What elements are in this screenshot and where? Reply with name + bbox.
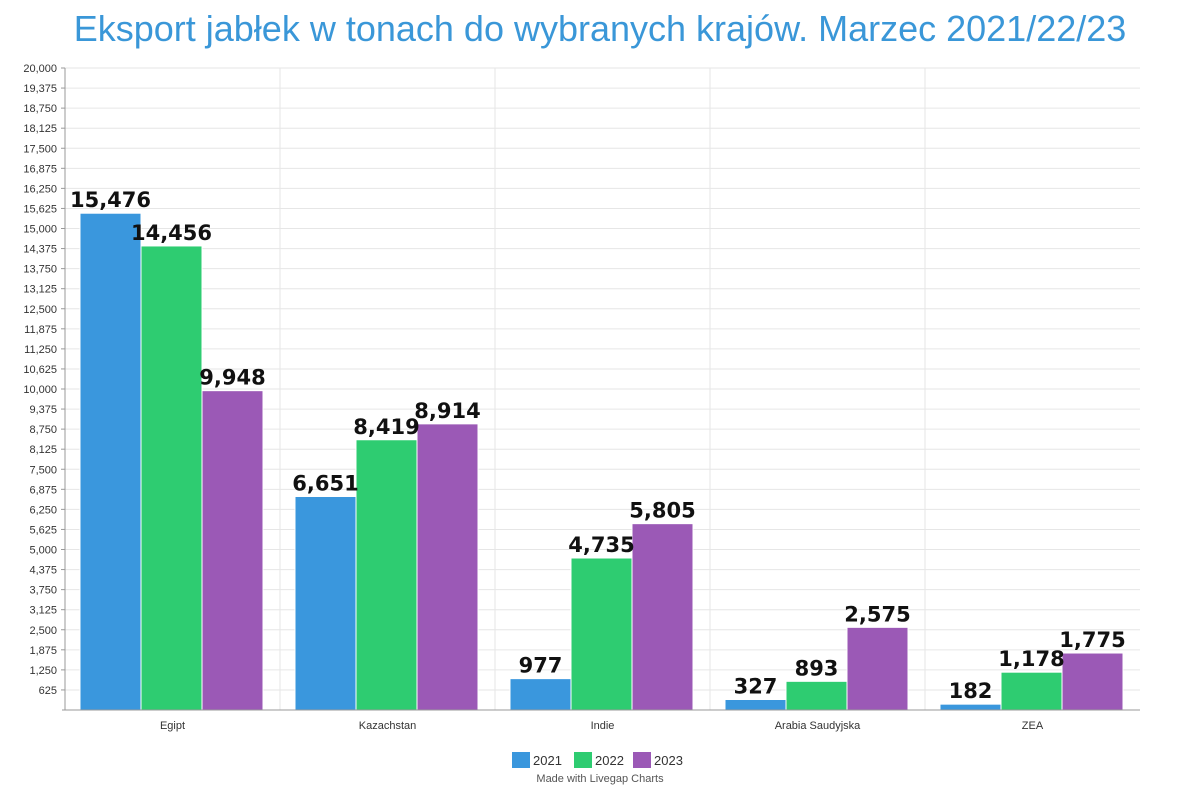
bar-2023-indie[interactable] [631, 523, 694, 711]
bar-2023-egipt[interactable] [201, 390, 264, 711]
chart-title: Eksport jabłek w tonach do wybranych kra… [73, 8, 1127, 49]
value-label: 2,575 [844, 602, 910, 626]
y-axis-ticks: 625 1,250 1,875 2,500 3,125 3,750 4,375 5,000 5,… [23, 63, 65, 697]
value-label: 9,948 [199, 366, 265, 390]
value-label: 977 [519, 654, 563, 678]
y-tick-label: 2,500 [29, 625, 57, 637]
bar-2021-egipt[interactable] [79, 212, 142, 711]
bar-2023-kazachstan[interactable] [416, 423, 479, 711]
bar-2021-indie[interactable] [509, 678, 572, 711]
value-label: 893 [795, 656, 839, 680]
value-label: 8,914 [414, 399, 480, 423]
y-tick-label: 11,875 [24, 324, 57, 336]
y-tick-label: 1,250 [29, 665, 57, 677]
value-label: 5,805 [629, 499, 695, 523]
y-tick-label: 20,000 [23, 63, 57, 75]
value-label: 327 [734, 675, 778, 699]
legend-label-2023[interactable]: 2023 [654, 753, 683, 768]
bar-2022-kazachstan[interactable] [355, 439, 418, 711]
y-tick-label: 18,750 [23, 103, 57, 115]
credit-text: Made with Livegap Charts [536, 773, 664, 785]
bar-2022-arabia-saudyjska[interactable] [785, 680, 848, 711]
y-tick-label: 3,125 [29, 605, 57, 617]
category-labels: Egipt Kazachstan Indie Arabia Saudyjska ZEA [160, 720, 1044, 732]
y-tick-label: 11,250 [24, 344, 57, 356]
value-label: 15,476 [70, 188, 151, 212]
y-tick-label: 18,125 [23, 123, 57, 135]
y-tick-label: 8,750 [29, 424, 57, 436]
y-tick-label: 8,125 [29, 444, 57, 456]
y-tick-label: 15,625 [23, 203, 57, 215]
legend-label-2022[interactable]: 2022 [595, 753, 624, 768]
legend-swatch-2022[interactable] [574, 752, 592, 768]
y-tick-label: 6,250 [29, 504, 57, 516]
y-tick-label: 1,875 [29, 645, 57, 657]
value-label: 8,419 [353, 415, 419, 439]
y-tick-label: 19,375 [23, 83, 57, 95]
y-tick-label: 625 [39, 685, 57, 697]
bar-2023-arabia-saudyjska[interactable] [846, 626, 909, 711]
y-tick-label: 3,750 [29, 585, 57, 597]
y-tick-label: 15,000 [23, 224, 57, 236]
bar-2021-kazachstan[interactable] [294, 496, 357, 711]
y-tick-label: 17,500 [23, 143, 57, 155]
x-tick-label: ZEA [1022, 720, 1044, 732]
legend-label-2021[interactable]: 2021 [533, 753, 562, 768]
x-tick-label: Arabia Saudyjska [775, 720, 861, 732]
y-tick-label: 6,875 [29, 484, 57, 496]
y-tick-label: 9,375 [29, 404, 57, 416]
y-tick-label: 13,125 [23, 284, 57, 296]
legend: 2021 2022 2023 [512, 752, 683, 768]
value-label: 4,735 [568, 533, 634, 557]
y-tick-label: 10,625 [23, 364, 57, 376]
bar-2023-zea[interactable] [1061, 652, 1124, 711]
bar-2022-zea[interactable] [1000, 671, 1063, 711]
value-label: 6,651 [292, 472, 358, 496]
bar-2021-arabia-saudyjska[interactable] [724, 699, 787, 711]
y-tick-label: 14,375 [23, 244, 57, 256]
value-label: 1,775 [1059, 628, 1125, 652]
x-tick-label: Kazachstan [359, 720, 416, 732]
legend-swatch-2021[interactable] [512, 752, 530, 768]
y-tick-label: 16,875 [23, 163, 57, 175]
bar-2022-egipt[interactable] [140, 245, 203, 711]
x-tick-label: Indie [591, 720, 615, 732]
value-label: 1,178 [998, 647, 1064, 671]
bars [79, 212, 1124, 711]
y-tick-label: 12,500 [23, 304, 57, 316]
bar-2022-indie[interactable] [570, 557, 633, 711]
y-tick-label: 5,625 [29, 524, 57, 536]
value-label: 182 [949, 679, 993, 703]
legend-swatch-2023[interactable] [633, 752, 651, 768]
x-tick-label: Egipt [160, 720, 185, 732]
value-label: 14,456 [131, 221, 212, 245]
y-tick-label: 5,000 [29, 545, 57, 557]
y-tick-label: 7,500 [29, 464, 57, 476]
y-tick-label: 10,000 [23, 384, 57, 396]
bar-2021-zea[interactable] [939, 703, 1002, 711]
y-tick-label: 13,750 [23, 264, 57, 276]
y-tick-label: 16,250 [23, 183, 57, 195]
y-tick-label: 4,375 [29, 565, 57, 577]
